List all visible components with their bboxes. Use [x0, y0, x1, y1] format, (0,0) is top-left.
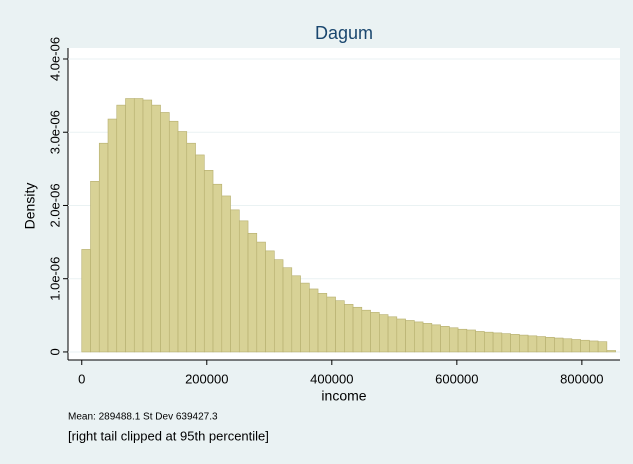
bar	[562, 338, 573, 353]
bar	[247, 232, 258, 353]
bar	[133, 98, 144, 353]
bar	[466, 329, 476, 353]
bar	[597, 341, 608, 353]
bar	[396, 318, 406, 353]
bar	[387, 316, 398, 353]
bar	[414, 321, 424, 353]
x-axis-label: income	[321, 388, 366, 404]
bar	[317, 293, 328, 353]
bar	[160, 112, 170, 353]
bar	[554, 337, 564, 353]
bar	[282, 267, 293, 353]
bar	[168, 120, 179, 353]
bar	[422, 323, 433, 353]
bar	[238, 220, 249, 353]
y-tick-label: 1.0e-06	[47, 257, 62, 301]
bar	[475, 331, 485, 353]
bar	[221, 195, 231, 353]
bar	[606, 350, 616, 353]
bar	[589, 340, 599, 353]
x-tick-label: 200000	[185, 371, 228, 386]
bar	[370, 312, 380, 353]
bar	[90, 180, 100, 353]
y-tick-label: 4.0e-06	[47, 37, 62, 81]
bar	[142, 99, 153, 353]
bar	[352, 306, 363, 353]
bar	[300, 282, 310, 353]
bar	[125, 98, 135, 353]
bar	[212, 183, 223, 353]
bar	[230, 209, 240, 353]
bar	[431, 324, 441, 353]
chart-title: Dagum	[315, 23, 373, 43]
bar	[256, 241, 266, 353]
bar	[379, 314, 389, 353]
bar	[326, 296, 336, 353]
bar	[519, 334, 529, 353]
bar	[335, 300, 345, 353]
bar	[527, 335, 538, 353]
bar	[309, 288, 319, 353]
bar	[536, 336, 546, 353]
bar	[580, 339, 590, 353]
bar	[107, 118, 118, 353]
bar	[440, 326, 450, 353]
y-tick-label: 2.0e-06	[47, 183, 62, 227]
y-tick-label: 3.0e-06	[47, 110, 62, 154]
bar	[545, 336, 555, 353]
bar	[98, 142, 109, 353]
caption: [right tail clipped at 95th percentile]	[68, 428, 269, 443]
bar	[492, 332, 503, 353]
bar	[81, 249, 91, 353]
bar	[177, 131, 188, 353]
bar	[344, 304, 354, 353]
bar	[405, 320, 415, 353]
bar	[273, 259, 284, 353]
x-tick-label: 800000	[560, 371, 603, 386]
bar	[501, 333, 511, 353]
y-tick-label: 0	[47, 348, 62, 355]
x-tick-label: 600000	[435, 371, 478, 386]
bar	[203, 170, 214, 353]
bar	[449, 327, 459, 353]
bar	[510, 334, 520, 353]
bar	[571, 339, 581, 353]
note: Mean: 289488.1 St Dev 639427.3	[68, 412, 218, 423]
bar	[186, 142, 196, 353]
bar	[151, 104, 161, 353]
bar	[291, 275, 301, 353]
bar	[457, 328, 468, 353]
bar	[361, 309, 371, 353]
x-tick-label: 400000	[310, 371, 353, 386]
bar	[265, 250, 275, 353]
y-axis-label: Density	[22, 183, 38, 230]
bar	[116, 104, 126, 353]
bar	[484, 331, 494, 353]
x-tick-label: 0	[78, 371, 85, 386]
bar	[195, 154, 205, 353]
